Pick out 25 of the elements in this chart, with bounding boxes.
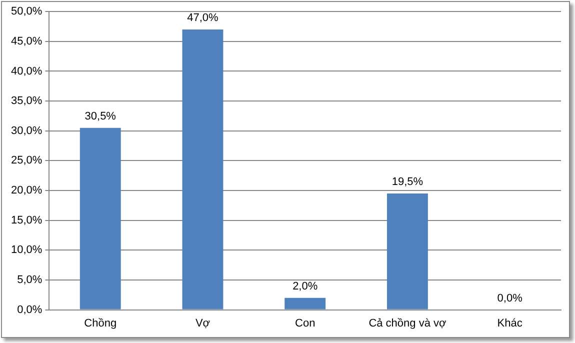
y-tick-label: 10,0% [10,244,42,256]
y-tick-label: 0,0% [17,304,42,316]
y-tick-label: 25,0% [10,154,42,167]
x-tick-label: Vợ [195,317,210,330]
x-tick-label: Con [295,317,316,330]
bar [284,298,326,310]
bar [80,128,121,310]
data-label: 47,0% [187,12,219,24]
x-tick-label: Chồng [84,317,117,330]
bar [182,29,224,310]
y-tick-label: 20,0% [10,184,42,197]
data-label: 2,0% [292,280,318,292]
y-tick-label: 45,0% [10,35,42,48]
y-tick-label: 40,0% [10,65,42,78]
y-tick-label: 50,0% [10,6,42,18]
y-tick-label: 15,0% [10,214,42,226]
x-tick-label: Khác [497,317,523,330]
x-tick-label: Cả chồng và vợ [368,317,446,330]
data-label: 19,5% [392,176,424,188]
y-tick-label: 5,0% [17,274,42,286]
bar [386,194,428,310]
data-label: 30,5% [84,110,116,122]
y-tick-label: 35,0% [10,95,42,108]
y-tick-label: 30,0% [10,124,42,137]
data-label: 0,0% [497,292,523,304]
